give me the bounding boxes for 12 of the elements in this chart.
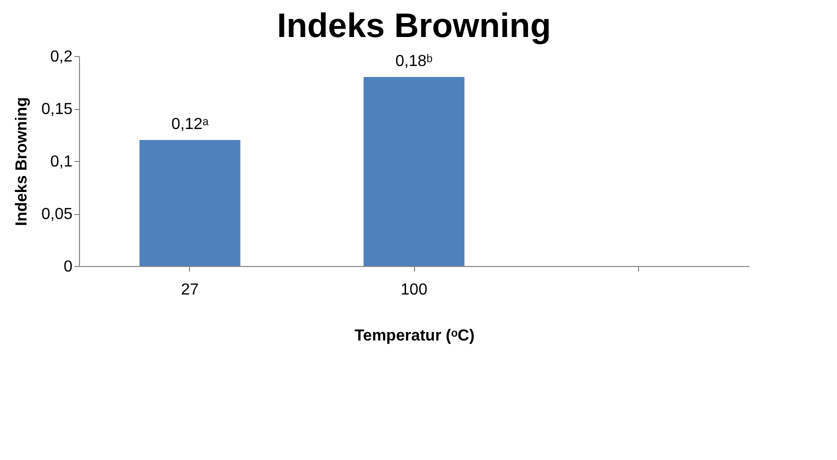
x-tick-label: 100 <box>400 282 428 298</box>
x-tick-label: 27 <box>181 282 199 298</box>
x-axis-title: Temperatur (ᵒC) <box>354 328 475 344</box>
y-tick-label: 0,1 <box>50 154 73 170</box>
y-tick-label: 0,2 <box>50 48 73 66</box>
y-tick-label: 0 <box>64 258 73 276</box>
data-label: 0,18ᵇ <box>395 53 433 70</box>
y-tick-label: 0,05 <box>41 206 73 223</box>
data-label: 0,12ᵃ <box>171 116 210 133</box>
y-tick-label: 0,15 <box>41 101 73 118</box>
chart-title: Indeks Browning <box>277 7 551 45</box>
y-axis-title: Indeks Browning <box>13 97 30 226</box>
